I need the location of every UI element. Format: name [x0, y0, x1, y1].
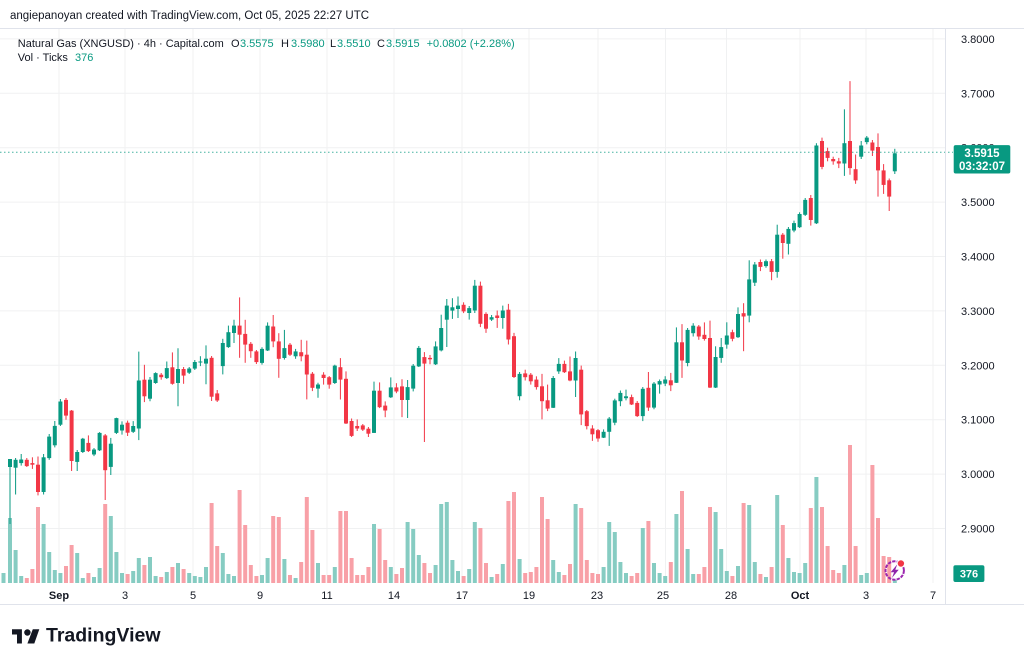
- svg-text:3.0000: 3.0000: [961, 469, 995, 481]
- svg-text:L: L: [330, 38, 336, 50]
- svg-text:3: 3: [122, 590, 128, 602]
- svg-text:3.5915: 3.5915: [964, 148, 1000, 160]
- svg-text:28: 28: [725, 590, 737, 602]
- svg-text:O: O: [231, 38, 240, 50]
- svg-text:3.3000: 3.3000: [961, 306, 995, 318]
- svg-text:3.2000: 3.2000: [961, 360, 995, 372]
- svg-text:3.5915: 3.5915: [386, 38, 420, 50]
- svg-text:3.5510: 3.5510: [337, 38, 371, 50]
- svg-text:+0.0802 (+2.28%): +0.0802 (+2.28%): [427, 38, 515, 50]
- svg-text:3.5000: 3.5000: [961, 197, 995, 209]
- svg-text:11: 11: [321, 590, 332, 602]
- svg-text:3.5575: 3.5575: [240, 38, 274, 50]
- svg-text:C: C: [377, 38, 385, 50]
- svg-text:17: 17: [456, 590, 468, 602]
- svg-text:2.9000: 2.9000: [961, 524, 995, 536]
- svg-text:5: 5: [190, 590, 196, 602]
- svg-text:angiepanoyan created with Trad: angiepanoyan created with TradingView.co…: [10, 10, 369, 22]
- svg-text:3: 3: [863, 590, 869, 602]
- svg-text:25: 25: [657, 590, 669, 602]
- svg-text:376: 376: [75, 52, 93, 64]
- svg-text:Vol · Ticks: Vol · Ticks: [18, 52, 69, 64]
- svg-text:Natural Gas (XNGUSD) · 4h · Ca: Natural Gas (XNGUSD) · 4h · Capital.com: [18, 38, 224, 50]
- svg-text:3.8000: 3.8000: [961, 34, 995, 46]
- svg-text:3.4000: 3.4000: [961, 252, 995, 264]
- svg-text:19: 19: [523, 590, 535, 602]
- svg-text:9: 9: [257, 590, 263, 602]
- svg-text:3.5980: 3.5980: [291, 38, 325, 50]
- svg-text:7: 7: [930, 590, 936, 602]
- svg-text:Oct: Oct: [791, 590, 810, 602]
- svg-text:3.1000: 3.1000: [961, 415, 995, 427]
- svg-text:H: H: [281, 38, 289, 50]
- svg-text:376: 376: [960, 569, 978, 581]
- svg-text:23: 23: [591, 590, 603, 602]
- svg-text:TradingView: TradingView: [46, 625, 161, 647]
- svg-text:3.7000: 3.7000: [961, 88, 995, 100]
- svg-text:Sep: Sep: [49, 590, 69, 602]
- svg-text:14: 14: [388, 590, 400, 602]
- svg-text:03:32:07: 03:32:07: [959, 161, 1005, 173]
